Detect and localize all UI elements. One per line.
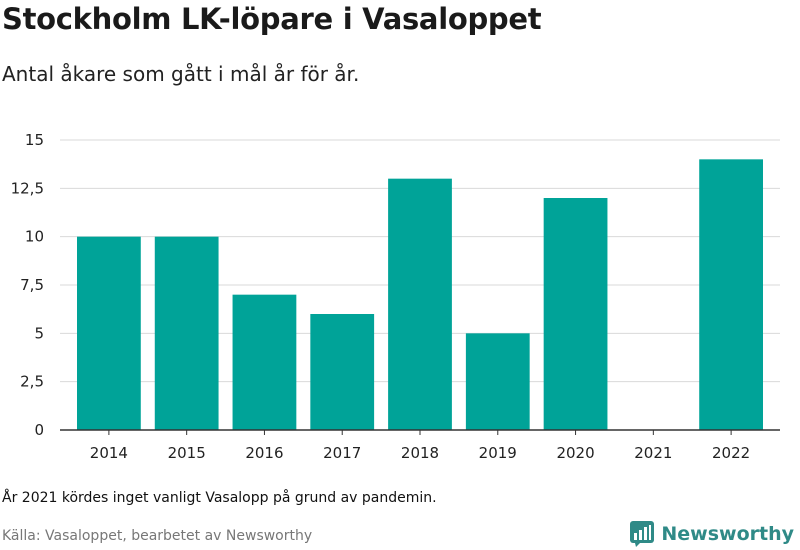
x-tick-label: 2016 (245, 444, 283, 462)
bar-2019 (465, 333, 530, 430)
y-tick-label: 7,5 (20, 276, 44, 294)
chart-title: Stockholm LK-löpare i Vasaloppet (2, 2, 542, 36)
y-tick-label: 2,5 (20, 373, 44, 391)
x-tick-label: 2015 (168, 444, 206, 462)
newsworthy-logo-icon (630, 521, 655, 547)
axes: 0 2,5 5 7,5 10 12,5 15 2014 2015 2016 2017 2018 2019… (11, 131, 780, 462)
brand-name: Newsworthy (661, 523, 794, 545)
bar-2017 (310, 314, 375, 430)
newsworthy-brand: Newsworthy (629, 520, 794, 548)
y-tick-label: 0 (34, 421, 44, 439)
source-text: Källa: Vasaloppet, bearbetet av Newswort… (2, 528, 313, 544)
bar-2020 (543, 198, 608, 430)
x-tick-label: 2021 (634, 444, 672, 462)
bar-2016 (232, 294, 297, 430)
x-tick-label: 2022 (712, 444, 750, 462)
bar-2015 (154, 236, 219, 430)
x-tick-label: 2019 (479, 444, 517, 462)
x-tick-label: 2018 (401, 444, 439, 462)
x-tick-label: 2014 (90, 444, 128, 462)
y-tick-label: 5 (34, 324, 44, 342)
x-tick-label: 2020 (556, 444, 594, 462)
chart-subtitle: Antal åkare som gått i mål år för år. (2, 62, 360, 86)
bar-chart: 0 2,5 5 7,5 10 12,5 15 2014 2015 2016 2017 2018 2019… (11, 131, 780, 462)
x-tick-label: 2017 (323, 444, 361, 462)
chart-note: År 2021 kördes inget vanligt Vasalopp på… (2, 490, 437, 506)
bar-2018 (388, 178, 452, 430)
y-tick-label: 10 (25, 228, 44, 246)
bars (77, 159, 763, 431)
bar-2014 (77, 236, 141, 430)
y-tick-label: 15 (25, 131, 44, 149)
bar-2022 (699, 159, 763, 431)
y-tick-label: 12,5 (11, 179, 44, 197)
